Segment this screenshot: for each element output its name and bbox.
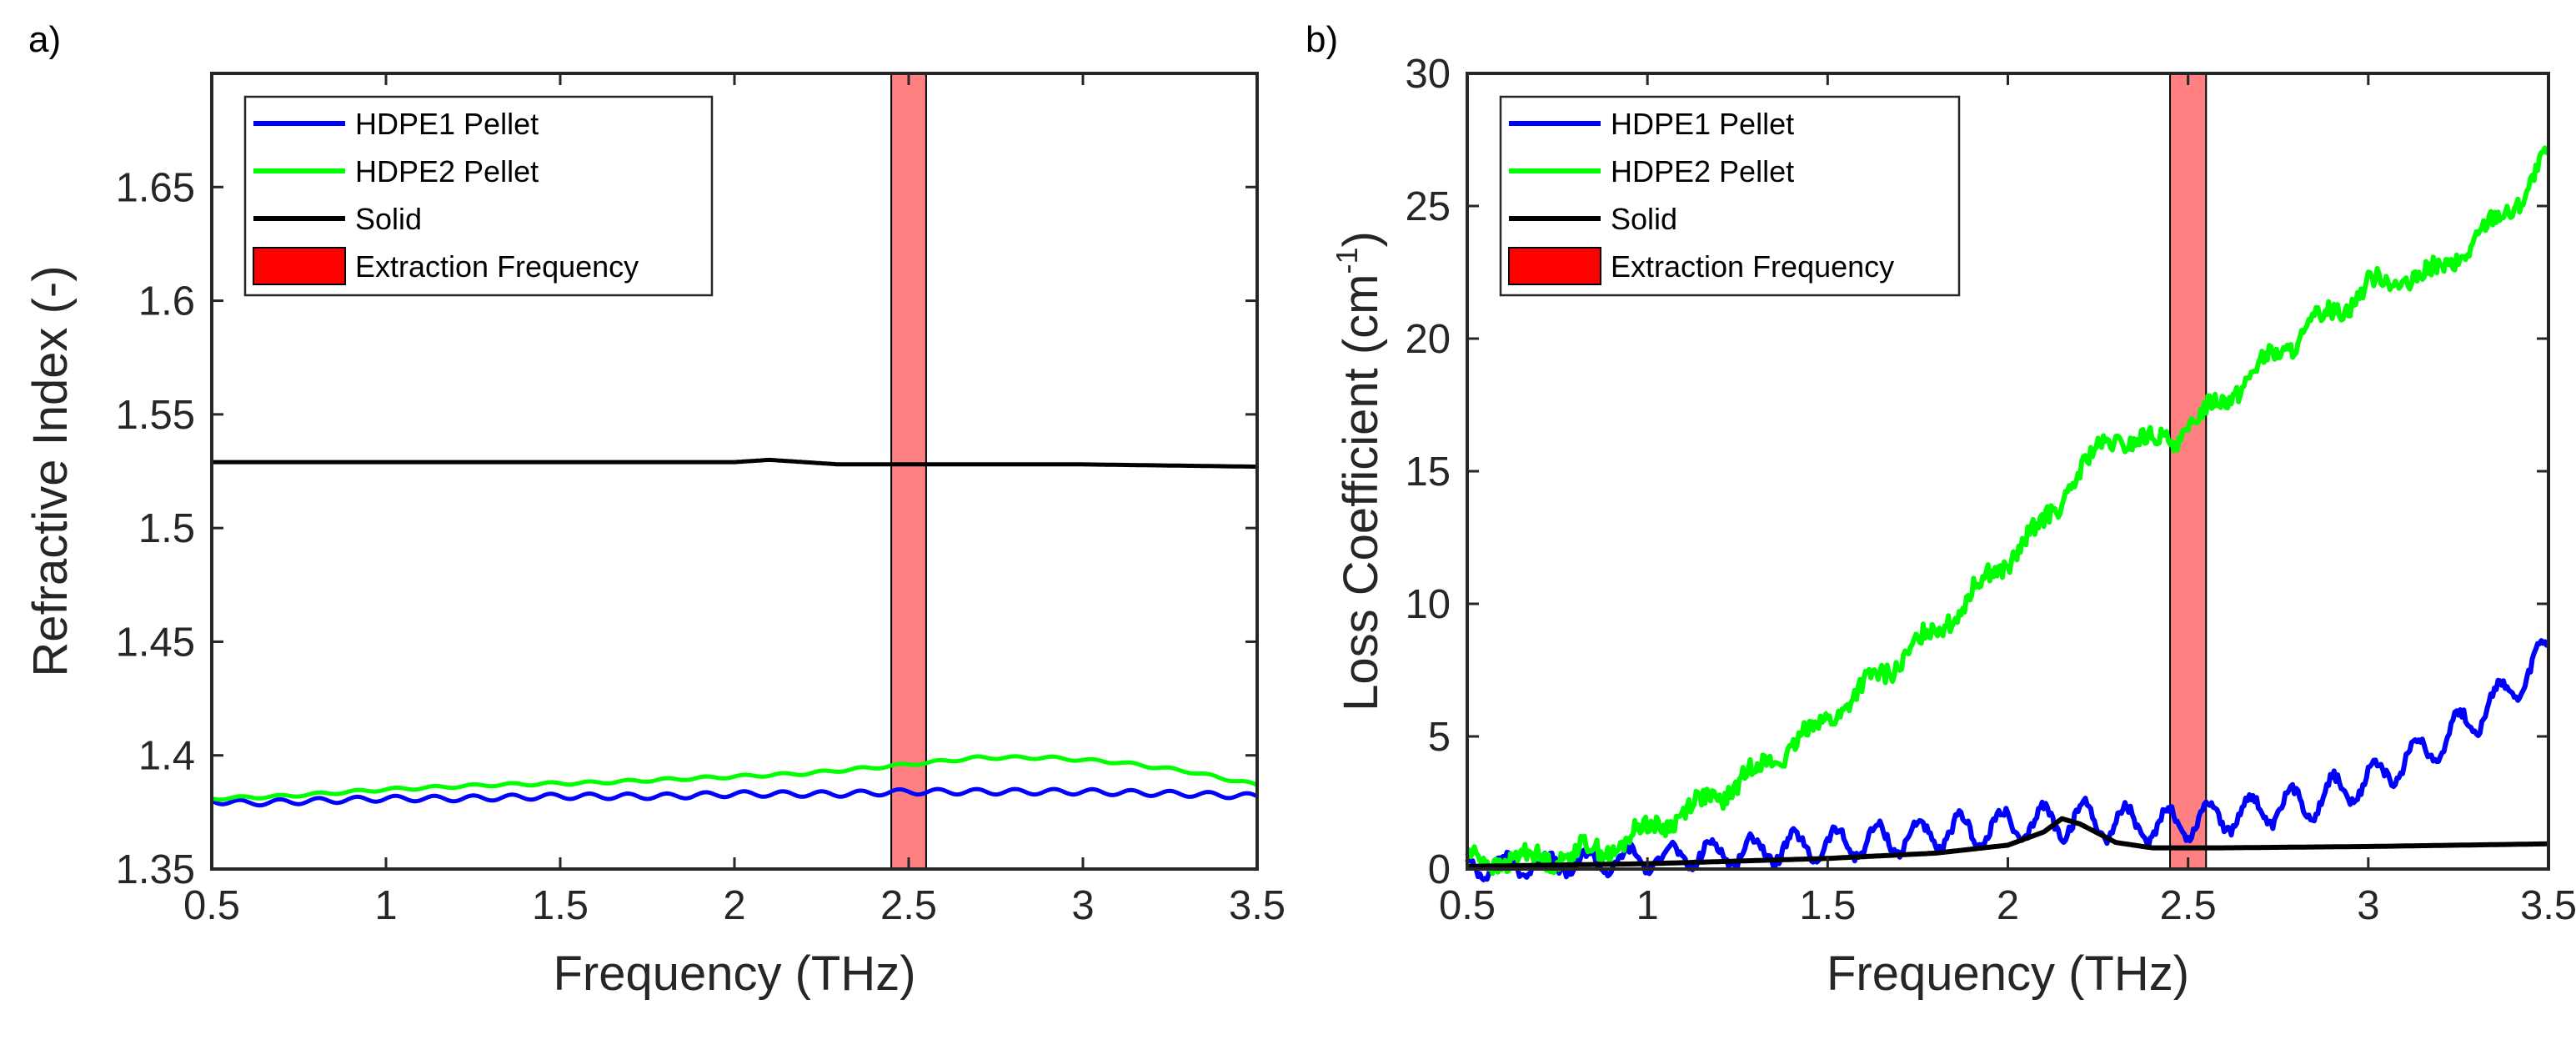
x-tick-label-b: 2.5 bbox=[2160, 883, 2217, 928]
series-line-b-hdpe2-pellet bbox=[1465, 145, 2551, 877]
y-tick-label-a: 1.45 bbox=[116, 620, 195, 665]
legend-label-b: Extraction Frequency bbox=[1611, 249, 1894, 284]
x-tick-label-b: 3 bbox=[2357, 883, 2379, 928]
legend-entry-b: HDPE1 Pellet bbox=[1509, 107, 1794, 141]
y-tick-label-a: 1.35 bbox=[116, 847, 195, 892]
y-tick-label-b: 30 bbox=[1405, 52, 1451, 97]
legend-entry-a: Solid bbox=[253, 202, 422, 236]
legend-entry-b: HDPE2 Pellet bbox=[1509, 154, 1794, 188]
panel-b-label: b) bbox=[1306, 19, 1338, 60]
legend-label-b: HDPE1 Pellet bbox=[1611, 107, 1794, 141]
x-tick-label-a: 1.5 bbox=[532, 883, 589, 928]
x-tick-label-b: 3.5 bbox=[2520, 883, 2576, 928]
x-tick-label-a: 3 bbox=[1071, 883, 1094, 928]
panel-b: b) 0.5 1 1.5 2 2.5 3 3.5 0 5 10 15 20 25 30 HDPE1 Pel… bbox=[1306, 19, 2576, 1001]
legend-label-a: HDPE2 Pellet bbox=[355, 154, 539, 188]
legend-label-b: HDPE2 Pellet bbox=[1611, 154, 1794, 188]
legend-swatch-b bbox=[1508, 247, 1601, 285]
x-tick-label-a: 0.5 bbox=[183, 883, 240, 928]
y-tick-label-a: 1.4 bbox=[138, 734, 195, 779]
x-axis-title-b: Frequency (THz) bbox=[1827, 947, 2189, 1001]
series-line-a-hdpe2-pellet bbox=[211, 754, 1258, 802]
legend-label-b: Solid bbox=[1611, 202, 1677, 236]
x-tick-label-a: 3.5 bbox=[1229, 883, 1285, 928]
legend-label-a: Extraction Frequency bbox=[355, 249, 639, 284]
series-line-a-hdpe1-pellet bbox=[210, 786, 1259, 808]
legend-entry-b: Solid bbox=[1509, 202, 1677, 236]
legend-entry-b: Extraction Frequency bbox=[1508, 247, 1894, 285]
x-tick-label-a: 2.5 bbox=[880, 883, 937, 928]
x-tick-label-a: 2 bbox=[723, 883, 745, 928]
y-axis-title-b-sup: -1 bbox=[1330, 247, 1364, 274]
x-tick-label-b: 0.5 bbox=[1439, 883, 1496, 928]
y-axis-title-a: Refractive Index (-) bbox=[23, 265, 78, 676]
legend-swatch-a bbox=[253, 247, 346, 285]
series-line-a-solid bbox=[211, 457, 1258, 469]
legend-label-a: Solid bbox=[355, 202, 422, 236]
axes-box-a bbox=[210, 72, 1259, 871]
x-tick-label-a: 1 bbox=[374, 883, 397, 928]
y-tick-label-b: 10 bbox=[1405, 582, 1451, 627]
y-tick-label-a: 1.55 bbox=[116, 393, 195, 438]
y-tick-label-a: 1.65 bbox=[116, 165, 195, 210]
legend-entry-a: HDPE2 Pellet bbox=[253, 154, 539, 188]
y-axis-title-b-main: Loss Coefficient (cm bbox=[1334, 274, 1388, 711]
legend-entry-a: Extraction Frequency bbox=[253, 247, 639, 285]
x-axis-title-a: Frequency (THz) bbox=[553, 947, 915, 1001]
y-tick-label-a: 1.6 bbox=[138, 279, 195, 324]
y-axis-title-b-end: ) bbox=[1334, 231, 1388, 247]
axes-box-b bbox=[1466, 72, 2550, 871]
y-tick-label-b: 20 bbox=[1405, 317, 1451, 362]
extraction-band-b bbox=[2169, 73, 2208, 870]
extraction-band-a bbox=[890, 73, 927, 870]
panel-a-label: a) bbox=[28, 19, 61, 60]
y-tick-label-a: 1.5 bbox=[138, 506, 195, 551]
y-tick-label-b: 0 bbox=[1428, 847, 1451, 892]
y-tick-label-b: 25 bbox=[1405, 184, 1451, 229]
panel-a: a) 0.5 1 1.5 2 2.5 3 3.5 1.35 1.4 1.45 1.5 1.55 1.6 1… bbox=[23, 19, 1285, 1001]
x-tick-label-b: 2 bbox=[1997, 883, 2019, 928]
y-tick-label-b: 15 bbox=[1405, 450, 1451, 495]
y-tick-label-b: 5 bbox=[1428, 715, 1451, 760]
legend-label-a: HDPE1 Pellet bbox=[355, 107, 539, 141]
y-axis-title-b: Loss Coefficient (cm-1) bbox=[1330, 231, 1388, 711]
x-tick-label-b: 1.5 bbox=[1799, 883, 1856, 928]
legend-entry-a: HDPE1 Pellet bbox=[253, 107, 539, 141]
x-tick-label-b: 1 bbox=[1636, 883, 1659, 928]
